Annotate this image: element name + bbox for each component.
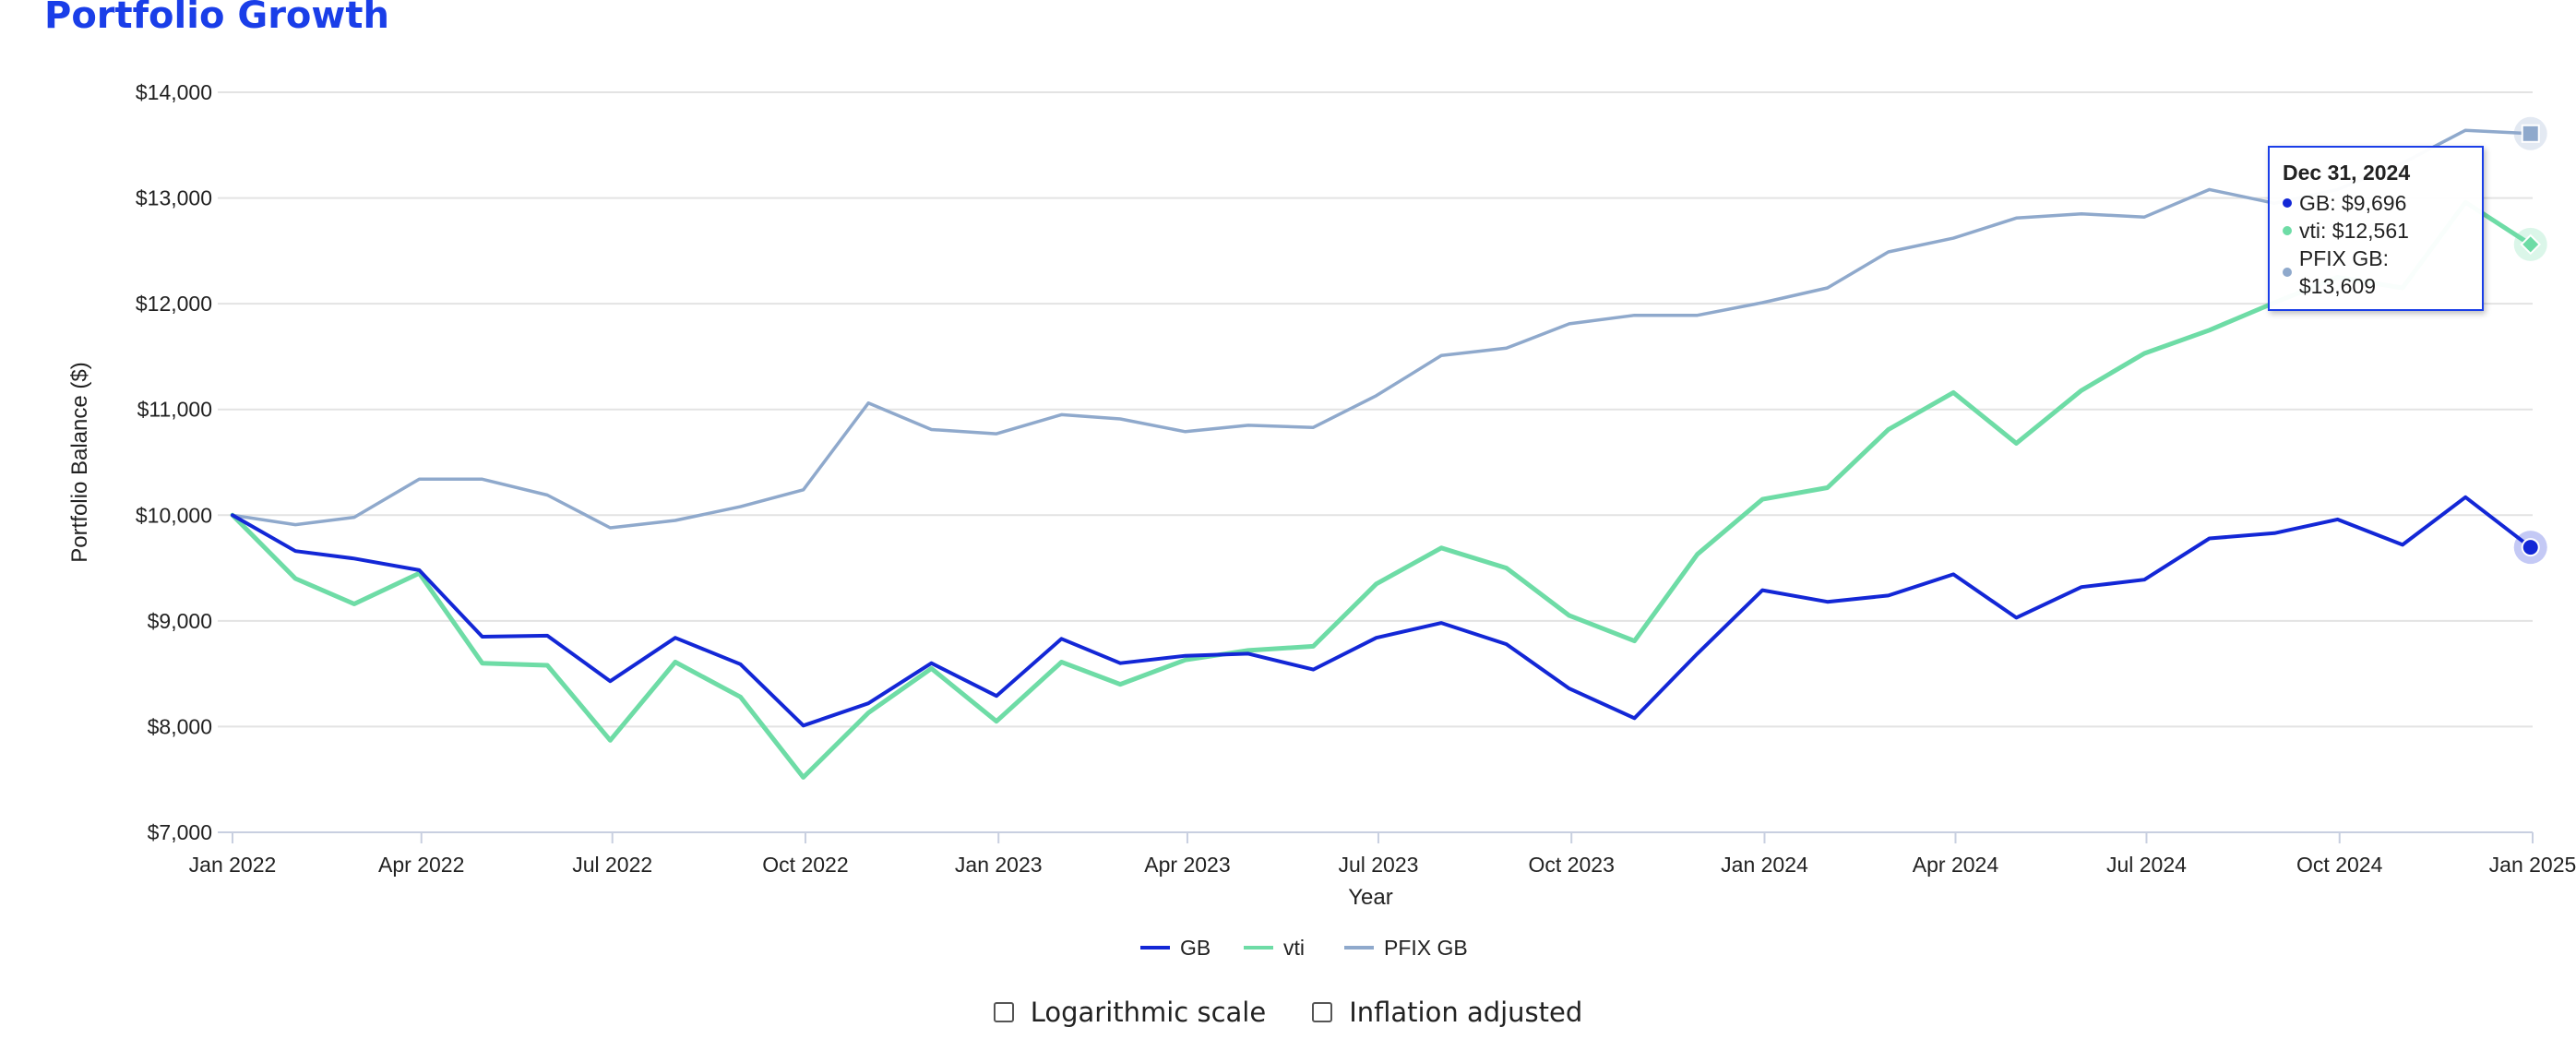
x-tick-label: Jan 2024: [1721, 853, 1808, 877]
page-title: Portfolio Growth: [44, 0, 389, 37]
inflation-adjusted-checkbox-box[interactable]: [1312, 1002, 1333, 1022]
vti-diamond-marker-icon: [2520, 233, 2542, 256]
gb-circle-marker-icon: [2521, 538, 2540, 557]
chart-options: Logarithmic scale Inflation adjusted: [0, 997, 2576, 1028]
series-line-gb: [231, 495, 2533, 728]
x-tick-label: Jul 2023: [1338, 853, 1418, 877]
log-scale-checkbox[interactable]: Logarithmic scale: [993, 997, 1267, 1028]
x-tick-label: Jan 2022: [189, 853, 277, 877]
tooltip-row-pfix: PFIX GB: $13,609: [2283, 245, 2469, 300]
series-line-pfix-gb: [231, 128, 2533, 530]
log-scale-checkbox-box[interactable]: [993, 1002, 1014, 1022]
hover-markers: [2513, 116, 2547, 565]
y-tick-label: $11,000: [137, 398, 212, 422]
tooltip-row-gb: GB: $9,696: [2283, 189, 2469, 217]
series-lines: [230, 128, 2534, 780]
legend[interactable]: GB vti PFIX GB: [1140, 936, 1468, 960]
y-tick-label: $12,000: [136, 292, 212, 316]
tooltip-date: Dec 31, 2024: [2283, 161, 2411, 185]
y-axis-label: Portfolio Balance ($): [67, 362, 92, 562]
y-tick-label: $14,000: [136, 80, 212, 104]
x-tick-label: Jul 2024: [2106, 853, 2187, 877]
legend-item-pfix-gb: PFIX GB: [1384, 936, 1468, 960]
legend-item-gb: GB: [1180, 936, 1210, 960]
x-axis-label: Year: [1348, 885, 1393, 910]
x-axis-ticks: Jan 2022 Apr 2022 Jul 2022 Oct 2022 Jan 2023…: [189, 832, 2576, 877]
tooltip-gb-dot-icon: [2283, 198, 2292, 208]
series-line-vti: [230, 199, 2534, 780]
y-tick-label: $10,000: [136, 503, 212, 527]
chart-tooltip: Dec 31, 2024 GB: $9,696 vti: $12,561 PFI…: [2268, 146, 2484, 311]
y-axis-ticks: $7,000 $8,000 $9,000 $10,000 $11,000 $12,000 $…: [136, 80, 212, 844]
inflation-adjusted-label: Inflation adjusted: [1349, 997, 1583, 1028]
x-tick-label: Oct 2022: [762, 853, 848, 877]
tooltip-row-vti: vti: $12,561: [2283, 217, 2469, 245]
x-tick-label: Apr 2023: [1144, 853, 1230, 877]
y-tick-label: $9,000: [148, 609, 212, 633]
x-tick-label: Jul 2022: [572, 853, 652, 877]
log-scale-label: Logarithmic scale: [1030, 997, 1267, 1028]
inflation-adjusted-checkbox[interactable]: Inflation adjusted: [1312, 997, 1582, 1028]
x-tick-label: Oct 2023: [1529, 853, 1615, 877]
grid-lines: [218, 91, 2533, 728]
y-tick-label: $8,000: [148, 714, 212, 738]
tooltip-vti-value: vti: $12,561: [2299, 219, 2409, 243]
x-tick-label: Apr 2022: [378, 853, 464, 877]
tooltip-pfix-dot-icon: [2283, 268, 2292, 277]
pfix-square-marker-icon: [2521, 124, 2540, 143]
legend-item-vti: vti: [1283, 936, 1305, 960]
x-tick-label: Jan 2025: [2489, 853, 2576, 877]
portfolio-growth-chart: $7,000 $8,000 $9,000 $10,000 $11,000 $12,000 $…: [67, 80, 2576, 960]
y-tick-label: $7,000: [148, 820, 212, 844]
tooltip-vti-dot-icon: [2283, 226, 2292, 235]
tooltip-gb-value: GB: $9,696: [2299, 191, 2407, 215]
x-tick-label: Jan 2023: [955, 853, 1043, 877]
x-tick-label: Oct 2024: [2296, 853, 2383, 877]
tooltip-pfix-value: PFIX GB: $13,609: [2298, 246, 2389, 298]
x-tick-label: Apr 2024: [1913, 853, 1999, 877]
y-tick-label: $13,000: [136, 186, 212, 210]
